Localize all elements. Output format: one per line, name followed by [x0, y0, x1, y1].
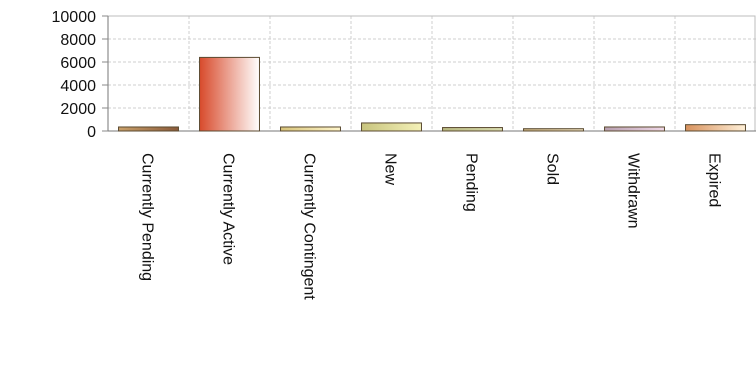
- chart-bars: [118, 56, 746, 132]
- bar-pending: [442, 127, 503, 132]
- x-category-label: Expired: [706, 153, 723, 207]
- bar-new: [361, 122, 422, 132]
- y-axis-ticks: 0 2000 4000 6000 8000 10000: [52, 9, 108, 141]
- x-axis-labels: Currently Pending Currently Active Current…: [139, 153, 723, 300]
- x-category-label: Currently Contingent: [301, 153, 318, 300]
- y-tick-label: 10000: [52, 9, 97, 26]
- x-category-label: Currently Pending: [139, 153, 156, 281]
- x-category-label: Withdrawn: [625, 153, 642, 229]
- y-tick-label: 2000: [60, 101, 96, 118]
- bar-currently-pending: [118, 126, 179, 132]
- x-category-label: Pending: [463, 153, 480, 212]
- bar-expired: [685, 124, 746, 132]
- y-tick-label: 0: [87, 124, 96, 141]
- y-tick-label: 4000: [60, 78, 96, 95]
- bar-sold: [523, 128, 584, 132]
- bar-currently-active: [199, 56, 260, 132]
- x-category-label: Sold: [544, 153, 561, 185]
- bar-currently-contingent: [280, 126, 341, 132]
- x-category-label: Currently Active: [220, 153, 237, 265]
- y-tick-label: 6000: [60, 55, 96, 72]
- y-tick-label: 8000: [60, 32, 96, 49]
- bar-withdrawn: [604, 126, 665, 132]
- x-category-label: New: [382, 153, 399, 185]
